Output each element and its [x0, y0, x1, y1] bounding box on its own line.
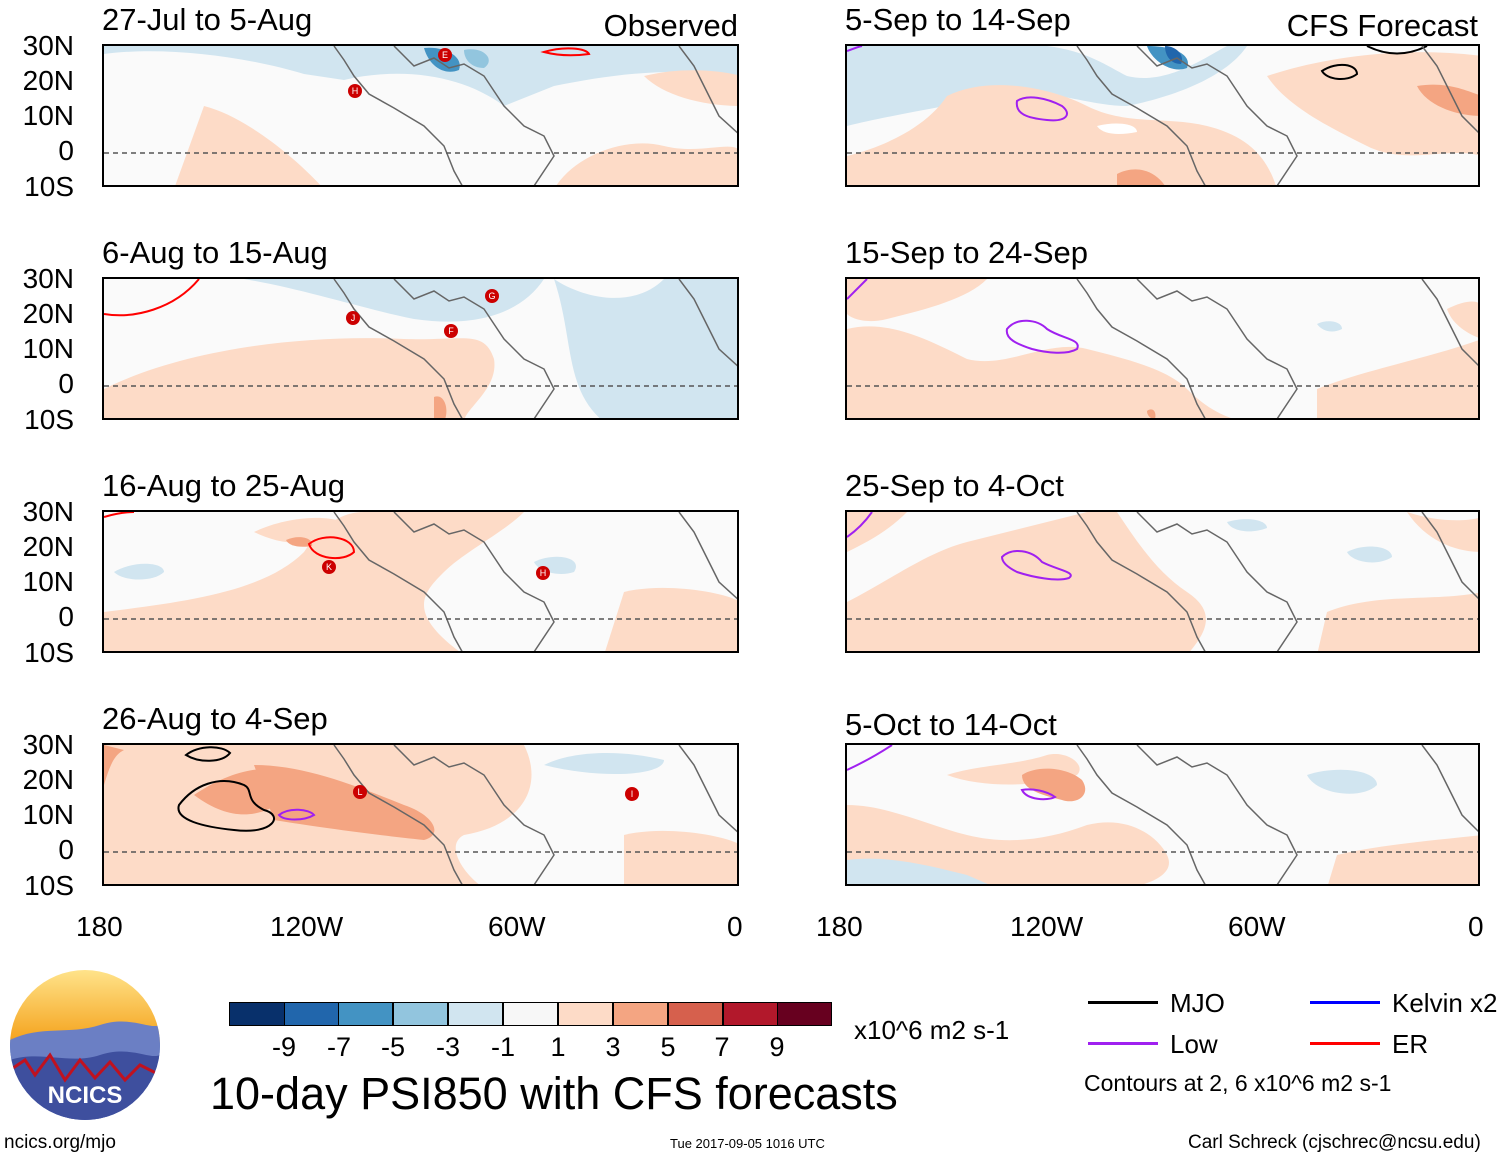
legend-label: ER: [1392, 1029, 1429, 1059]
panel-label: CFS Forecast: [1286, 8, 1478, 43]
lat-label: 10S: [24, 870, 74, 901]
lon-label: 180: [76, 911, 123, 942]
colorbar-label: -5: [380, 1032, 405, 1062]
colorbar-swatch: [503, 1002, 558, 1026]
colorbar-units: x10^6 m2 s-1: [854, 1015, 1010, 1045]
storm-icon: I: [625, 787, 639, 801]
panel-title: 25-Sep to 4-Oct: [845, 468, 1064, 503]
colorbar-swatch: [393, 1002, 448, 1026]
lon-label: 0: [727, 911, 743, 942]
storm-icon: K: [322, 560, 336, 574]
colorbar-swatch: [613, 1002, 668, 1026]
lon-label: 120W: [1010, 911, 1084, 942]
lat-label: 30N: [22, 496, 74, 527]
panel-title: 5-Sep to 14-Sep: [845, 2, 1071, 37]
storm-icon: G: [485, 289, 499, 303]
panel-title: 15-Sep to 24-Sep: [845, 235, 1089, 270]
legend-label: Low: [1170, 1029, 1218, 1059]
lon-label: 60W: [1228, 911, 1286, 942]
map-panel: G J F: [102, 277, 739, 420]
storm-icon: F: [444, 324, 458, 338]
footer-site-link[interactable]: ncics.org/mjo: [4, 1132, 116, 1153]
lon-label: 120W: [270, 911, 344, 942]
lat-label: 0: [58, 601, 74, 632]
legend-line-kelvin: [1310, 1001, 1380, 1004]
colorbar-label: 3: [605, 1032, 621, 1062]
storm-icon: E: [438, 48, 452, 62]
colorbar-swatch: [448, 1002, 503, 1026]
lat-label: 10S: [24, 404, 74, 435]
legend-label: MJO: [1170, 988, 1225, 1018]
map-panel: [845, 277, 1480, 420]
colorbar-label: -3: [435, 1032, 460, 1062]
colorbar-swatch: [558, 1002, 613, 1026]
map-panel: [845, 510, 1480, 653]
colorbar-swatch: [668, 1002, 723, 1026]
lat-label: 0: [58, 834, 74, 865]
lon-label: 60W: [488, 911, 546, 942]
storm-icon: J: [346, 311, 360, 325]
lat-label: 20N: [22, 298, 74, 329]
panel-label: Observed: [603, 8, 738, 43]
lat-label: 10N: [22, 799, 74, 830]
panel-title: 26-Aug to 4-Sep: [102, 701, 328, 736]
colorbar-label: 1: [550, 1032, 566, 1062]
storm-icon: L: [353, 785, 367, 799]
colorbar: [229, 1002, 832, 1026]
panel-title: 27-Jul to 5-Aug: [102, 2, 313, 37]
panel-title: 5-Oct to 14-Oct: [845, 707, 1057, 742]
colorbar-label: -1: [490, 1032, 515, 1062]
lat-label: 30N: [22, 263, 74, 294]
storm-icon: H: [348, 84, 362, 98]
map-panel: [845, 743, 1480, 886]
lat-label: 30N: [22, 729, 74, 760]
main-title: 10-day PSI850 with CFS forecasts: [210, 1068, 898, 1119]
map-panel: [845, 44, 1480, 187]
colorbar-swatch: [229, 1002, 285, 1026]
colorbar-swatch: [777, 1002, 832, 1026]
lat-label: 30N: [22, 30, 74, 61]
lat-label: 10N: [22, 333, 74, 364]
logo-text: NCICS: [47, 1082, 123, 1109]
legend-line-mjo: [1088, 1001, 1158, 1004]
footer-author: Carl Schreck (cjschrec@ncsu.edu): [1188, 1132, 1481, 1153]
lat-label: 20N: [22, 531, 74, 562]
colorbar-swatch: [284, 1002, 339, 1026]
lat-label: 10S: [24, 171, 74, 202]
storm-icon: H: [536, 566, 550, 580]
colorbar-label: -9: [271, 1032, 296, 1062]
colorbar-label: 9: [769, 1032, 785, 1062]
lon-label: 0: [1468, 911, 1484, 942]
lon-label: 180: [816, 911, 863, 942]
lat-label: 10N: [22, 566, 74, 597]
lat-label: 20N: [22, 764, 74, 795]
legend-line-low: [1088, 1042, 1158, 1045]
colorbar-label: -7: [326, 1032, 351, 1062]
panel-title: 6-Aug to 15-Aug: [102, 235, 328, 270]
panel-title: 16-Aug to 25-Aug: [102, 468, 346, 503]
lat-label: 0: [58, 368, 74, 399]
lat-label: 20N: [22, 65, 74, 96]
footer-timestamp: Tue 2017-09-05 1016 UTC: [670, 1136, 825, 1151]
map-panel: L I: [102, 743, 739, 886]
lat-label: 0: [58, 135, 74, 166]
lat-label: 10N: [22, 100, 74, 131]
map-panel: E H: [102, 44, 739, 187]
colorbar-swatch: [723, 1002, 778, 1026]
colorbar-label: 5: [660, 1032, 676, 1062]
map-panel: K H: [102, 510, 739, 653]
lat-label: 10S: [24, 637, 74, 668]
colorbar-swatch: [338, 1002, 393, 1026]
ncics-logo: NCICS: [10, 970, 160, 1120]
colorbar-label: 7: [714, 1032, 730, 1062]
legend-label: Kelvin x2: [1392, 988, 1498, 1018]
legend-note: Contours at 2, 6 x10^6 m2 s-1: [1084, 1070, 1392, 1096]
legend-line-er: [1310, 1042, 1380, 1045]
